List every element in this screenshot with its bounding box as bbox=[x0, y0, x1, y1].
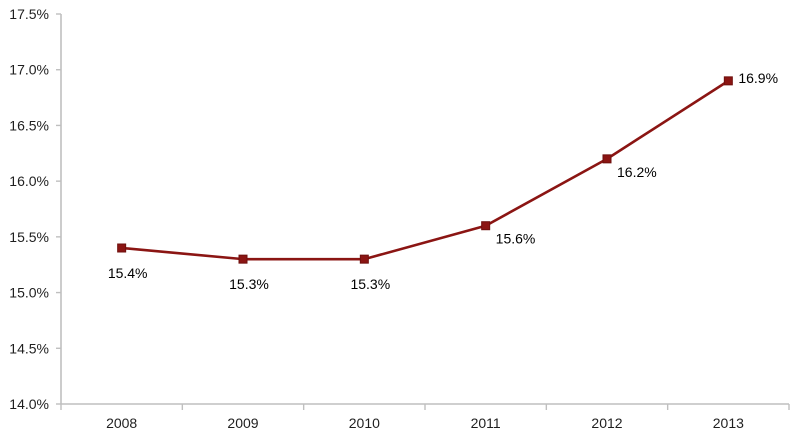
y-tick-label: 17.0% bbox=[9, 62, 49, 78]
y-tick-label: 15.0% bbox=[9, 285, 49, 301]
y-tick-label: 17.5% bbox=[9, 6, 49, 22]
x-tick-label: 2009 bbox=[227, 415, 258, 431]
y-tick-label: 15.5% bbox=[9, 229, 49, 245]
data-point-2008 bbox=[117, 243, 127, 253]
data-point-2010 bbox=[359, 254, 369, 264]
y-tick-label: 14.0% bbox=[9, 396, 49, 412]
data-label-2010: 15.3% bbox=[350, 276, 390, 292]
data-label-2011: 15.6% bbox=[496, 231, 536, 247]
data-label-2012: 16.2% bbox=[617, 164, 657, 180]
data-label-2008: 15.4% bbox=[108, 265, 148, 281]
x-tick-label: 2010 bbox=[349, 415, 380, 431]
x-tick-label: 2012 bbox=[591, 415, 622, 431]
data-point-2011 bbox=[481, 221, 491, 231]
x-tick-label: 2011 bbox=[471, 415, 501, 431]
data-point-2009 bbox=[238, 254, 248, 264]
series-line bbox=[120, 79, 730, 261]
data-label-2013: 16.9% bbox=[738, 70, 778, 86]
x-tick-label: 2008 bbox=[106, 415, 137, 431]
y-tick-label: 16.5% bbox=[9, 117, 49, 133]
data-point-2012 bbox=[602, 154, 612, 164]
y-tick-label: 16.0% bbox=[9, 173, 49, 189]
data-point-2013 bbox=[723, 76, 733, 86]
y-tick-label: 14.5% bbox=[9, 340, 49, 356]
data-label-2009: 15.3% bbox=[229, 276, 269, 292]
x-tick-label: 2013 bbox=[713, 415, 744, 431]
